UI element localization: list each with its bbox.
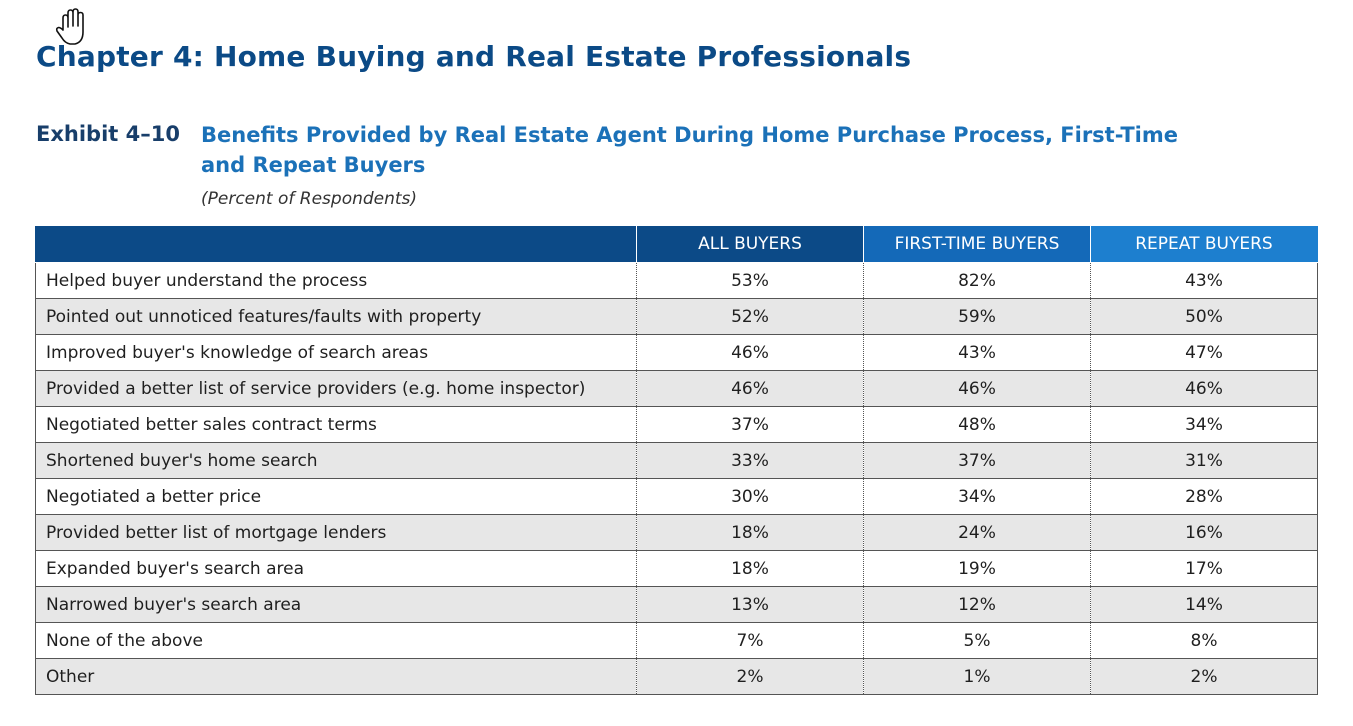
cell-all-buyers: 52% <box>636 298 864 335</box>
table-row: Negotiated better sales contract terms 37… <box>35 406 1318 443</box>
row-label: Provided a better list of service provid… <box>35 370 637 407</box>
table-header-row: ALL BUYERS FIRST-TIME BUYERS REPEAT BUYE… <box>35 226 1318 263</box>
cell-repeat-buyers: 31% <box>1090 442 1318 479</box>
cell-all-buyers: 2% <box>636 658 864 695</box>
cell-all-buyers: 18% <box>636 514 864 551</box>
row-label: Shortened buyer's home search <box>35 442 637 479</box>
table-row: Other 2% 1% 2% <box>35 658 1318 695</box>
cell-repeat-buyers: 17% <box>1090 550 1318 587</box>
cell-first-time-buyers: 37% <box>863 442 1091 479</box>
cell-first-time-buyers: 19% <box>863 550 1091 587</box>
table-row: Helped buyer understand the process 53% 82… <box>35 262 1318 299</box>
column-header-repeat-buyers: REPEAT BUYERS <box>1090 226 1318 263</box>
cell-repeat-buyers: 43% <box>1090 262 1318 299</box>
cell-repeat-buyers: 46% <box>1090 370 1318 407</box>
cell-repeat-buyers: 14% <box>1090 586 1318 623</box>
column-header-all-buyers: ALL BUYERS <box>636 226 864 263</box>
table-row: Improved buyer's knowledge of search are… <box>35 334 1318 371</box>
column-header-label <box>35 226 637 263</box>
cell-first-time-buyers: 5% <box>863 622 1091 659</box>
row-label: Negotiated better sales contract terms <box>35 406 637 443</box>
cell-first-time-buyers: 34% <box>863 478 1091 515</box>
table-row: None of the above 7% 5% 8% <box>35 622 1318 659</box>
cell-first-time-buyers: 12% <box>863 586 1091 623</box>
row-label: Provided better list of mortgage lenders <box>35 514 637 551</box>
row-label: Negotiated a better price <box>35 478 637 515</box>
cell-repeat-buyers: 2% <box>1090 658 1318 695</box>
cell-repeat-buyers: 47% <box>1090 334 1318 371</box>
cell-all-buyers: 53% <box>636 262 864 299</box>
row-label: Narrowed buyer's search area <box>35 586 637 623</box>
cell-first-time-buyers: 46% <box>863 370 1091 407</box>
cell-all-buyers: 37% <box>636 406 864 443</box>
cell-all-buyers: 30% <box>636 478 864 515</box>
table-row: Narrowed buyer's search area 13% 12% 14% <box>35 586 1318 623</box>
column-header-first-time-buyers: FIRST-TIME BUYERS <box>863 226 1091 263</box>
chapter-title: Chapter 4: Home Buying and Real Estate P… <box>36 40 912 73</box>
row-label: Pointed out unnoticed features/faults wi… <box>35 298 637 335</box>
row-label: Other <box>35 658 637 695</box>
exhibit-title: Benefits Provided by Real Estate Agent D… <box>201 123 1178 177</box>
row-label: Expanded buyer's search area <box>35 550 637 587</box>
cell-all-buyers: 13% <box>636 586 864 623</box>
row-label: Helped buyer understand the process <box>35 262 637 299</box>
table-row: Pointed out unnoticed features/faults wi… <box>35 298 1318 335</box>
exhibit-label: Exhibit 4–10 <box>36 122 180 146</box>
cell-first-time-buyers: 82% <box>863 262 1091 299</box>
table-row: Expanded buyer's search area 18% 19% 17% <box>35 550 1318 587</box>
cell-repeat-buyers: 50% <box>1090 298 1318 335</box>
table-row: Provided better list of mortgage lenders… <box>35 514 1318 551</box>
table-row: Provided a better list of service provid… <box>35 370 1318 407</box>
cell-repeat-buyers: 34% <box>1090 406 1318 443</box>
cell-first-time-buyers: 1% <box>863 658 1091 695</box>
cell-all-buyers: 7% <box>636 622 864 659</box>
cell-repeat-buyers: 8% <box>1090 622 1318 659</box>
table-row: Shortened buyer's home search 33% 37% 31% <box>35 442 1318 479</box>
table-row: Negotiated a better price 30% 34% 28% <box>35 478 1318 515</box>
cell-first-time-buyers: 43% <box>863 334 1091 371</box>
table-body: Helped buyer understand the process 53% 82… <box>35 262 1318 695</box>
cell-first-time-buyers: 59% <box>863 298 1091 335</box>
cell-repeat-buyers: 28% <box>1090 478 1318 515</box>
cell-first-time-buyers: 24% <box>863 514 1091 551</box>
hand-cursor-icon <box>54 8 90 48</box>
cell-all-buyers: 33% <box>636 442 864 479</box>
cell-repeat-buyers: 16% <box>1090 514 1318 551</box>
cell-all-buyers: 18% <box>636 550 864 587</box>
cell-first-time-buyers: 48% <box>863 406 1091 443</box>
cell-all-buyers: 46% <box>636 370 864 407</box>
row-label: None of the above <box>35 622 637 659</box>
row-label: Improved buyer's knowledge of search are… <box>35 334 637 371</box>
benefits-table: ALL BUYERS FIRST-TIME BUYERS REPEAT BUYE… <box>35 226 1318 695</box>
exhibit-subtitle: (Percent of Respondents) <box>201 189 418 209</box>
cell-all-buyers: 46% <box>636 334 864 371</box>
